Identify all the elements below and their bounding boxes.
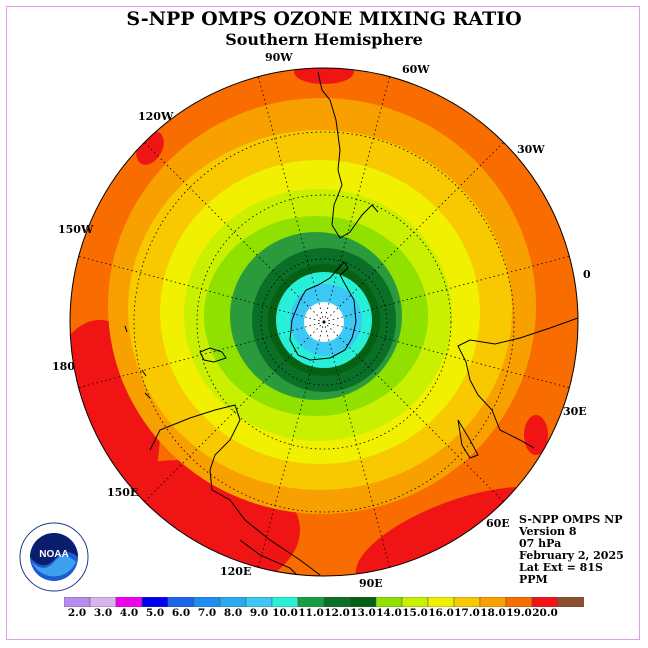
colorbar-swatch (89, 597, 117, 607)
colorbar-swatch (505, 597, 533, 607)
noaa-logo: NOAA (19, 522, 89, 592)
colorbar-tick-label: 9.0 (249, 607, 269, 619)
lon-label-30e: 30E (563, 405, 587, 418)
colorbar (64, 597, 584, 607)
pole-marker (322, 320, 326, 324)
lon-label-180: 180 (52, 360, 75, 373)
colorbar-tick-label: 18.0 (480, 607, 506, 619)
colorbar-swatch (323, 597, 351, 607)
info-instrument: S-NPP OMPS NP (519, 513, 623, 526)
colorbar-swatch (375, 597, 403, 607)
field-band-19-right (524, 415, 548, 455)
map-subtitle: Southern Hemisphere (225, 30, 423, 49)
lon-label-150e: 150E (107, 486, 139, 499)
info-lat-extent: Lat Ext = 81S (519, 561, 603, 574)
meridian-line (144, 142, 325, 323)
colorbar-tick-label: 17.0 (454, 607, 480, 619)
colorbar-swatch (245, 597, 273, 607)
graticule (133, 131, 515, 513)
colorbar-swatch (557, 597, 584, 607)
colorbar-swatch (401, 597, 429, 607)
colorbar-tick-label: 2.0 (67, 607, 87, 619)
lon-label-0: 0 (583, 268, 591, 281)
meridian-line (257, 321, 325, 568)
colorbar-swatch (271, 597, 299, 607)
map-outline (69, 67, 579, 577)
field-band-19-top (294, 68, 354, 84)
info-date: February 2, 2025 (519, 549, 624, 562)
lon-label-60e: 60E (486, 517, 510, 530)
colorbar-tick-label: 7.0 (197, 607, 217, 619)
lon-label-120w: 120W (138, 110, 174, 123)
map-title: S-NPP OMPS OZONE MIXING RATIO (126, 8, 522, 30)
meridian-line (323, 142, 504, 323)
info-pressure-level: 07 hPa (519, 537, 562, 550)
colorbar-swatch (167, 597, 195, 607)
colorbar-tick-label: 6.0 (171, 607, 191, 619)
meridian-line (144, 321, 325, 502)
colorbar-swatch (115, 597, 143, 607)
colorbar-swatch (531, 597, 559, 607)
colorbar-tick-label: 19.0 (506, 607, 532, 619)
colorbar-swatch (297, 597, 325, 607)
colorbar-tick-label: 12.0 (324, 607, 350, 619)
colorbar-tick-label: 8.0 (223, 607, 243, 619)
colorbar-tick-label: 10.0 (272, 607, 298, 619)
lon-label-150w: 150W (58, 223, 94, 236)
lon-label-30w: 30W (517, 143, 545, 156)
lon-label-90e: 90E (359, 577, 383, 590)
colorbar-swatch (349, 597, 377, 607)
meridian-line (323, 321, 391, 568)
lon-label-90w: 90W (265, 51, 293, 64)
product-info: S-NPP OMPS NP Version 8 07 hPa February … (519, 514, 624, 586)
meridian-line (78, 255, 325, 323)
colorbar-swatch (193, 597, 221, 607)
info-version: Version 8 (519, 525, 577, 538)
colorbar-tick-label: 13.0 (350, 607, 376, 619)
meridian-line (323, 255, 570, 323)
meridian-line (323, 321, 504, 502)
colorbar-swatch (141, 597, 169, 607)
meridian-line (323, 321, 570, 389)
colorbar-swatch (427, 597, 455, 607)
colorbar-tick-label: 20.0 (532, 607, 558, 619)
figure-border (6, 6, 640, 640)
meridian-line (323, 76, 391, 323)
lon-label-60w: 60W (402, 63, 430, 76)
meridians (78, 76, 570, 568)
colorbar-tick-label: 16.0 (428, 607, 454, 619)
colorbar-swatch (64, 597, 91, 607)
logo-text: NOAA (39, 549, 68, 560)
coastlines (124, 71, 578, 576)
colorbar-tick-label: 11.0 (298, 607, 324, 619)
lon-label-120e: 120E (220, 565, 252, 578)
colorbar-swatch (219, 597, 247, 607)
colorbar-tick-label: 3.0 (93, 607, 113, 619)
colorbar-tick-label: 14.0 (376, 607, 402, 619)
colorbar-swatch (479, 597, 507, 607)
meridian-line (257, 76, 325, 323)
colorbar-tick-label: 15.0 (402, 607, 428, 619)
info-units: PPM (519, 573, 548, 586)
colorbar-tick-label: 4.0 (119, 607, 139, 619)
colorbar-swatch (453, 597, 481, 607)
colorbar-tick-label: 5.0 (145, 607, 165, 619)
